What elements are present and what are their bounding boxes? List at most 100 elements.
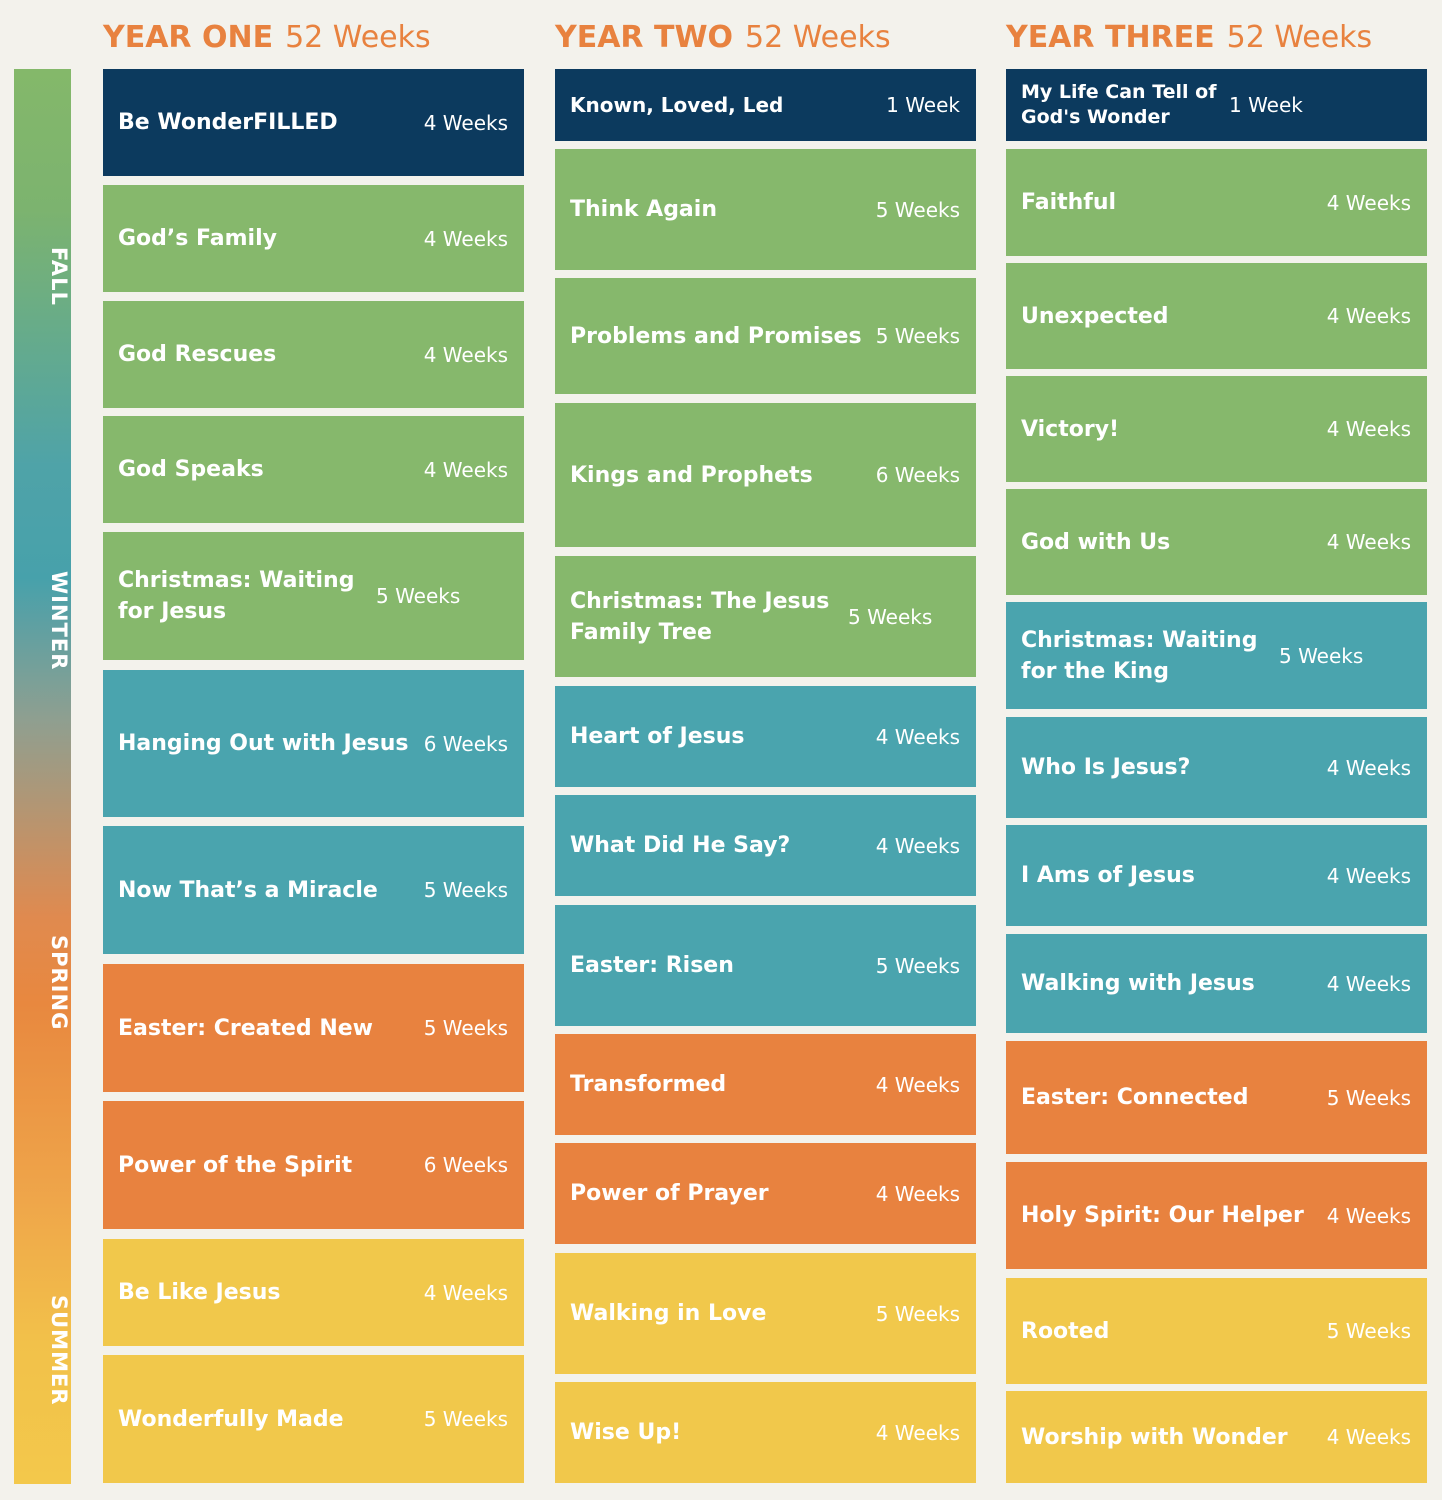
unit-name: Easter: Created New	[118, 1015, 373, 1041]
unit-block: Easter: Created New 5 Weeks	[103, 964, 524, 1092]
unit-weeks: 5 Weeks	[1326, 1319, 1411, 1343]
unit-name: Easter: Risen	[570, 953, 734, 978]
unit-block: Wonderfully Made 5 Weeks	[103, 1355, 524, 1483]
unit-block: Victory! 4 Weeks	[1006, 376, 1427, 482]
unit-name: Now That’s a Miracle	[118, 877, 378, 903]
unit-name: Who Is Jesus?	[1021, 755, 1191, 780]
unit-block: Holy Spirit: Our Helper 4 Weeks	[1006, 1162, 1427, 1269]
unit-weeks: 5 Weeks	[875, 324, 960, 348]
unit-name: Walking in Love	[570, 1301, 767, 1326]
unit-name: God’s Family	[118, 226, 277, 251]
year-title: YEAR TWO	[555, 20, 734, 55]
unit-block: Transformed 4 Weeks	[555, 1034, 976, 1135]
unit-weeks: 6 Weeks	[423, 1153, 508, 1177]
unit-name: Christmas: The Jesus Family Tree	[570, 588, 830, 645]
unit-block: God with Us 4 Weeks	[1006, 489, 1427, 595]
unit-block: Walking with Jesus 4 Weeks	[1006, 934, 1427, 1033]
unit-block: God Speaks 4 Weeks	[103, 416, 524, 523]
unit-weeks: 1 Week	[1229, 93, 1303, 117]
season-label-spring: SPRING	[47, 935, 71, 1031]
unit-block: Rooted 5 Weeks	[1006, 1278, 1427, 1384]
unit-weeks: 4 Weeks	[423, 342, 508, 367]
unit-block: Unexpected 4 Weeks	[1006, 263, 1427, 369]
unit-block: God’s Family 4 Weeks	[103, 185, 524, 292]
unit-name: Rooted	[1021, 1318, 1110, 1344]
unit-weeks: 4 Weeks	[875, 1072, 960, 1097]
unit-weeks: 4 Weeks	[423, 457, 508, 482]
unit-weeks: 4 Weeks	[1326, 190, 1411, 215]
unit-name: Worship with Wonder	[1021, 1424, 1288, 1450]
unit-weeks: 4 Weeks	[875, 724, 960, 749]
year-weeks: 52 Weeks	[745, 20, 891, 55]
unit-name: Christmas: Waiting for Jesus	[118, 568, 355, 624]
unit-weeks: 4 Weeks	[1326, 304, 1411, 328]
unit-block: Christmas: The Jesus Family Tree 5 Weeks	[555, 556, 976, 677]
unit-block: Who Is Jesus? 4 Weeks	[1006, 717, 1427, 818]
unit-block: What Did He Say? 4 Weeks	[555, 795, 976, 896]
unit-block: Faithful 4 Weeks	[1006, 149, 1427, 256]
year-three-header: YEAR THREE 52 Weeks	[1006, 20, 1372, 55]
unit-name: Easter: Connected	[1021, 1085, 1249, 1110]
unit-name: Think Again	[570, 197, 717, 222]
unit-name: Problems and Promises	[570, 323, 862, 349]
unit-name: Unexpected	[1021, 303, 1169, 329]
season-label-summer: SUMMER	[47, 1295, 71, 1406]
unit-weeks: 4 Weeks	[875, 1420, 960, 1445]
unit-weeks: 5 Weeks	[875, 1301, 960, 1326]
unit-block: Think Again 5 Weeks	[555, 149, 976, 270]
unit-block: Easter: Risen 5 Weeks	[555, 905, 976, 1026]
year-two-header: YEAR TWO 52 Weeks	[555, 20, 891, 55]
year-weeks: 52 Weeks	[1226, 20, 1373, 55]
unit-weeks: 6 Weeks	[423, 731, 508, 756]
unit-name: Victory!	[1021, 416, 1120, 442]
unit-block: Heart of Jesus 4 Weeks	[555, 686, 976, 787]
unit-block: Christmas: Waiting for the King 5 Weeks	[1006, 602, 1427, 709]
unit-name: Holy Spirit: Our Helper	[1021, 1203, 1304, 1228]
year-three-column: YEAR THREE 52 Weeks My Life Can Tell of G…	[1006, 0, 1427, 1500]
unit-name: Wise Up!	[570, 1420, 682, 1445]
unit-block: Be Like Jesus 4 Weeks	[103, 1239, 524, 1346]
unit-block: Worship with Wonder 4 Weeks	[1006, 1391, 1427, 1483]
unit-name: Wonderfully Made	[118, 1406, 344, 1432]
unit-weeks: 4 Weeks	[423, 1280, 508, 1305]
unit-weeks: 4 Weeks	[423, 226, 508, 251]
unit-name: What Did He Say?	[570, 833, 791, 858]
year-title: YEAR THREE	[1006, 20, 1215, 55]
unit-block: Walking in Love 5 Weeks	[555, 1253, 976, 1374]
unit-name: My Life Can Tell of God's Wonder	[1021, 81, 1217, 128]
unit-name: Christmas: Waiting for the King	[1021, 627, 1258, 684]
unit-weeks: 4 Weeks	[1326, 1425, 1411, 1449]
unit-weeks: 4 Weeks	[875, 833, 960, 858]
unit-weeks: 5 Weeks	[423, 1016, 508, 1040]
unit-weeks: 4 Weeks	[1326, 1203, 1411, 1228]
unit-block: Easter: Connected 5 Weeks	[1006, 1041, 1427, 1154]
unit-weeks: 1 Week	[886, 93, 960, 117]
season-label-winter: WINTER	[47, 571, 71, 671]
unit-block: I Ams of Jesus 4 Weeks	[1006, 825, 1427, 926]
year-title: YEAR ONE	[103, 20, 274, 55]
unit-name: Transformed	[570, 1072, 727, 1097]
unit-weeks: 4 Weeks	[1326, 417, 1411, 441]
season-label-fall: FALL	[47, 247, 71, 306]
unit-weeks: 5 Weeks	[376, 584, 461, 608]
season-bar: FALL WINTER SPRING SUMMER	[14, 69, 71, 1484]
unit-name: God Rescues	[118, 342, 277, 367]
unit-block: Be WonderFILLED 4 Weeks	[103, 69, 524, 176]
unit-weeks: 5 Weeks	[875, 953, 960, 978]
unit-block: Power of Prayer 4 Weeks	[555, 1143, 976, 1244]
unit-block: Now That’s a Miracle 5 Weeks	[103, 826, 524, 954]
unit-name: Heart of Jesus	[570, 724, 745, 749]
unit-name: God with Us	[1021, 529, 1171, 555]
unit-weeks: 4 Weeks	[423, 110, 508, 135]
unit-weeks: 5 Weeks	[875, 197, 960, 222]
unit-weeks: 5 Weeks	[848, 604, 933, 629]
unit-weeks: 4 Weeks	[875, 1181, 960, 1206]
unit-name: Faithful	[1021, 190, 1117, 215]
unit-weeks: 5 Weeks	[1279, 643, 1364, 668]
unit-block: Power of the Spirit 6 Weeks	[103, 1101, 524, 1229]
unit-name: I Ams of Jesus	[1021, 863, 1195, 888]
unit-name: Walking with Jesus	[1021, 971, 1255, 996]
unit-weeks: 4 Weeks	[1326, 863, 1411, 888]
unit-name: Hanging Out with Jesus	[118, 731, 409, 756]
unit-name: Known, Loved, Led	[570, 92, 784, 117]
